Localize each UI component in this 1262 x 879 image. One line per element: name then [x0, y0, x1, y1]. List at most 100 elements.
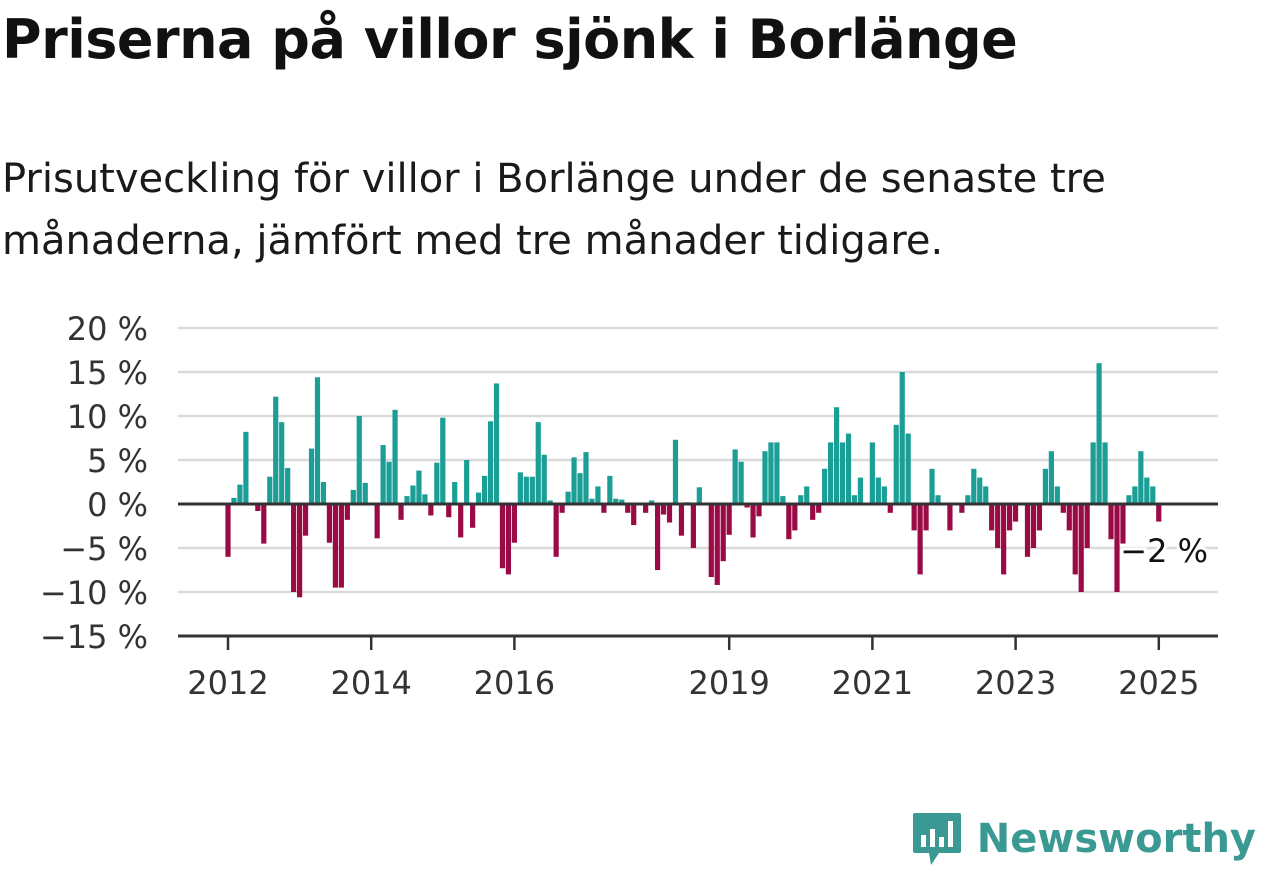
bar	[332, 504, 338, 588]
bar	[362, 482, 368, 504]
bar	[475, 492, 482, 504]
bar	[308, 448, 315, 504]
bar	[440, 417, 446, 504]
bar	[678, 504, 685, 536]
bar	[1108, 504, 1114, 540]
bar	[1066, 504, 1072, 531]
bar	[589, 498, 595, 504]
bar	[965, 495, 971, 504]
bar	[1054, 486, 1060, 504]
x-tick-label: 2012	[187, 664, 268, 702]
bar	[893, 424, 899, 504]
bar	[1084, 504, 1090, 548]
bar	[1072, 504, 1078, 575]
bar	[446, 504, 452, 518]
bar	[786, 504, 792, 540]
bar	[422, 494, 428, 504]
bar	[380, 445, 386, 504]
bar	[792, 504, 798, 531]
bar	[410, 485, 416, 504]
bar	[649, 500, 655, 504]
bar	[416, 470, 422, 504]
bar	[285, 467, 291, 504]
bar	[1036, 504, 1043, 531]
axes	[178, 502, 1218, 650]
bar	[762, 451, 768, 504]
bar	[1001, 504, 1007, 575]
bar	[911, 504, 917, 531]
bar	[983, 486, 989, 504]
bar	[1012, 504, 1019, 522]
bar	[780, 496, 786, 504]
bar	[267, 476, 273, 504]
bars	[225, 363, 1162, 598]
bar	[1078, 504, 1084, 592]
bar	[350, 489, 356, 504]
bar	[583, 452, 589, 504]
bar	[720, 504, 726, 562]
bar	[1007, 504, 1013, 531]
bar	[523, 476, 529, 504]
bar	[225, 504, 231, 557]
bar	[619, 499, 625, 504]
bar	[816, 504, 822, 513]
bar	[1114, 504, 1120, 592]
bar	[452, 482, 458, 504]
bar	[989, 504, 995, 531]
bar	[643, 504, 649, 513]
chart-subtitle: Prisutveckling för villor i Borlänge und…	[2, 156, 1106, 264]
brand-name: Newsworthy	[976, 816, 1256, 862]
bar	[613, 498, 619, 504]
bar	[326, 504, 333, 543]
bar	[273, 396, 279, 504]
bar	[828, 442, 834, 504]
bar	[959, 504, 965, 513]
bar	[881, 486, 887, 504]
bar	[1156, 504, 1162, 522]
y-tick-label: 0 %	[87, 486, 148, 524]
x-tick-label: 2019	[688, 664, 769, 702]
bar	[774, 442, 780, 504]
y-tick-label: 5 %	[87, 442, 148, 480]
bar	[511, 504, 517, 543]
y-tick-label: 20 %	[67, 310, 148, 348]
bar	[559, 504, 565, 513]
bar	[1102, 442, 1108, 504]
annotations: −2 %	[1117, 529, 1211, 573]
bar	[875, 477, 881, 504]
last-value-annotation: −2 %	[1120, 532, 1208, 570]
x-tick-label: 2021	[832, 664, 913, 702]
bar	[851, 495, 858, 504]
bar	[470, 504, 476, 528]
bar	[899, 372, 905, 504]
bar	[595, 486, 601, 504]
bar	[553, 504, 559, 557]
bar	[714, 504, 720, 585]
bar	[756, 504, 762, 517]
bar	[464, 460, 470, 504]
bar	[1150, 486, 1156, 504]
bar	[935, 495, 941, 504]
gridlines	[178, 326, 1218, 594]
bar	[631, 504, 637, 526]
y-tick-label: −5 %	[60, 530, 148, 568]
bar	[493, 383, 500, 504]
bar	[297, 504, 303, 598]
y-tick-label: −10 %	[40, 574, 148, 612]
y-tick-label: −15 %	[40, 618, 148, 656]
bar	[398, 504, 404, 520]
bar	[601, 504, 607, 513]
chart-title: Priserna på villor sjönk i Borlänge	[2, 8, 1018, 71]
bar	[929, 468, 935, 504]
bar	[1042, 468, 1048, 504]
bar	[672, 439, 679, 504]
bar	[529, 476, 535, 504]
bar	[869, 442, 875, 504]
bar	[1126, 495, 1132, 504]
bar	[237, 484, 243, 504]
bar	[577, 473, 583, 504]
x-tick-label: 2025	[1118, 664, 1199, 702]
bar	[810, 504, 816, 520]
bar	[887, 504, 893, 513]
bar	[768, 442, 774, 504]
